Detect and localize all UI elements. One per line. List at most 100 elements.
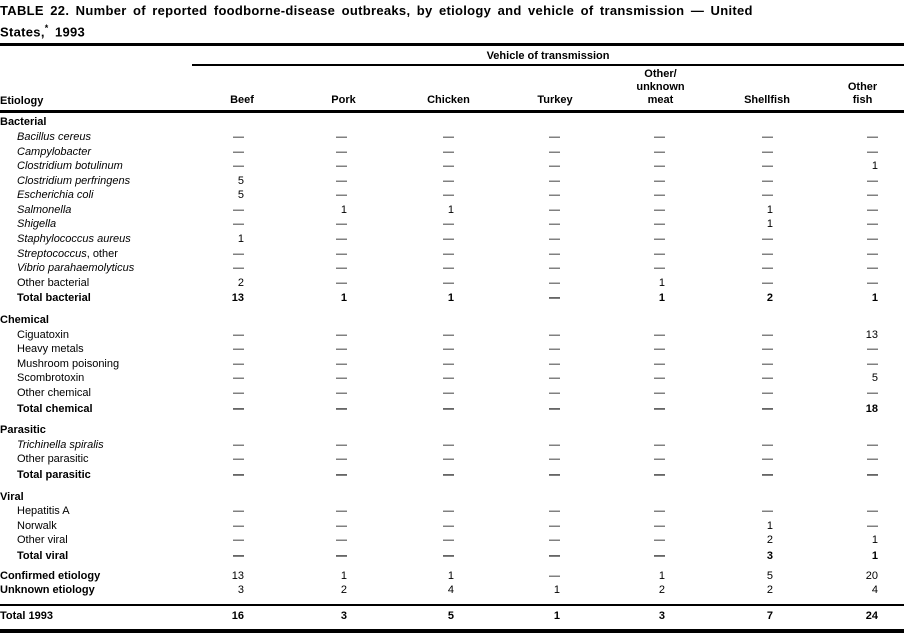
row-label: Hepatitis A xyxy=(17,505,70,518)
cell-pork: 3 xyxy=(292,603,395,632)
cell-turkey: — xyxy=(549,174,560,187)
cell-shellfish: 3 xyxy=(766,549,773,562)
cell-chicken: — xyxy=(443,372,454,385)
cell-beef: — xyxy=(233,262,244,275)
cell-pork: — xyxy=(336,247,347,260)
cell-beef: 5 xyxy=(237,189,244,202)
cell-shellfish: — xyxy=(762,247,773,260)
cell-turkey: — xyxy=(549,453,560,466)
cell-turkey: — xyxy=(549,276,560,289)
row-label: Confirmed etiology xyxy=(0,569,101,582)
cell-beef: — xyxy=(233,218,244,231)
cell-beef: — xyxy=(233,160,244,173)
row-label: Campylobacter xyxy=(17,145,91,158)
table-row: Mushroom poisoning — — — — — — — xyxy=(0,357,904,372)
cell-beef: 5 xyxy=(237,174,244,187)
table-row: Total chemical — — — — — — 18 xyxy=(0,401,904,417)
row-label: Other parasitic xyxy=(17,453,89,466)
spanner-row: Etiology Vehicle of transmission xyxy=(0,46,904,114)
cell-other-fish: — xyxy=(867,343,879,356)
cell-other-unknown-meat: — xyxy=(654,357,665,370)
cell-shellfish: — xyxy=(762,438,773,451)
table-row: Total 1993 16 3 5 1 3 7 24 xyxy=(0,603,904,632)
cell-pork: — xyxy=(336,130,347,143)
cell-turkey: — xyxy=(549,387,560,400)
cell-beef: 16 xyxy=(192,603,292,632)
cell-turkey: — xyxy=(549,343,560,356)
cell-other-unknown-meat: — xyxy=(654,387,665,400)
section-header-row: Bacterial xyxy=(0,112,904,130)
cell-pork: — xyxy=(336,534,347,547)
cell-pork: 2 xyxy=(340,584,347,597)
cell-turkey: — xyxy=(549,402,560,415)
cell-chicken: 4 xyxy=(447,584,454,597)
cell-other-fish: — xyxy=(867,357,879,370)
cell-shellfish: — xyxy=(762,233,773,246)
table-row: Ciguatoxin — — — — — — 13 xyxy=(0,328,904,343)
column-header-beef: Beef xyxy=(192,65,292,114)
cell-beef: — xyxy=(233,505,244,518)
cell-beef: — xyxy=(233,549,244,562)
cell-other-fish: — xyxy=(867,453,879,466)
table-row: Streptococcus, other — — — — — — — xyxy=(0,247,904,262)
cell-pork: — xyxy=(336,218,347,231)
cell-turkey: — xyxy=(549,292,560,305)
row-label: Trichinella spiralis xyxy=(17,438,104,451)
cell-beef: — xyxy=(233,357,244,370)
table-row: Hepatitis A — — — — — — — xyxy=(0,504,904,519)
cell-other-unknown-meat: — xyxy=(654,328,665,341)
cell-beef: 13 xyxy=(231,569,244,582)
section-header-row: Chemical xyxy=(0,306,904,328)
cell-turkey: — xyxy=(549,262,560,275)
table-row: Total viral — — — — — 3 1 xyxy=(0,548,904,564)
row-label: Other viral xyxy=(17,534,68,547)
cell-pork: — xyxy=(336,402,347,415)
outbreaks-table: Etiology Vehicle of transmission Beef Por… xyxy=(0,46,904,634)
cell-other-fish: 1 xyxy=(871,292,879,305)
cell-turkey: — xyxy=(549,145,560,158)
cell-other-unknown-meat: — xyxy=(654,343,665,356)
title-footnote-marker: * xyxy=(44,22,49,33)
cell-turkey: — xyxy=(549,505,560,518)
cell-other-fish: 20 xyxy=(865,569,879,582)
row-label: Scombrotoxin xyxy=(17,372,85,385)
cell-chicken: — xyxy=(443,247,454,260)
cell-other-unknown-meat: — xyxy=(654,468,665,481)
cell-other-fish: 24 xyxy=(821,603,904,632)
row-label: Clostridium perfringens xyxy=(17,174,131,187)
row-label: Other chemical xyxy=(17,387,91,400)
cell-other-fish: — xyxy=(867,189,879,202)
cell-other-fish: — xyxy=(867,218,879,231)
cell-other-unknown-meat: — xyxy=(654,174,665,187)
table-row: Unknown etiology 3 2 4 1 2 2 4 xyxy=(0,583,904,605)
cell-other-fish: — xyxy=(867,387,879,400)
cell-shellfish: 2 xyxy=(766,292,773,305)
row-label: Unknown etiology xyxy=(0,584,95,597)
cell-beef: — xyxy=(233,387,244,400)
cell-shellfish: — xyxy=(762,328,773,341)
cell-shellfish: — xyxy=(762,130,773,143)
cell-pork: — xyxy=(336,438,347,451)
cell-pork: — xyxy=(336,505,347,518)
cell-other-fish: 13 xyxy=(865,328,879,341)
cell-beef: — xyxy=(233,328,244,341)
cell-other-unknown-meat: — xyxy=(654,402,665,415)
row-label: Other bacterial xyxy=(17,276,90,289)
cell-other-unknown-meat: — xyxy=(654,203,665,216)
cell-turkey: — xyxy=(549,549,560,562)
cell-other-unknown-meat: — xyxy=(654,549,665,562)
cell-shellfish: 5 xyxy=(766,569,773,582)
title-line1: TABLE 22. Number of reported foodborne-d… xyxy=(0,3,753,18)
cell-chicken: — xyxy=(443,262,454,275)
table-row: Trichinella spiralis — — — — — — — xyxy=(0,438,904,453)
cell-other-fish: — xyxy=(867,438,879,451)
section-header-row: Parasitic xyxy=(0,416,904,438)
cell-shellfish: — xyxy=(762,402,773,415)
cell-beef: 2 xyxy=(237,276,244,289)
cell-chicken: — xyxy=(443,145,454,158)
table-row: Other viral — — — — — 2 1 xyxy=(0,533,904,548)
table-row: Confirmed etiology 13 1 1 — 1 5 20 xyxy=(0,564,904,584)
cell-chicken: — xyxy=(443,357,454,370)
cell-other-fish: 1 xyxy=(871,160,879,173)
